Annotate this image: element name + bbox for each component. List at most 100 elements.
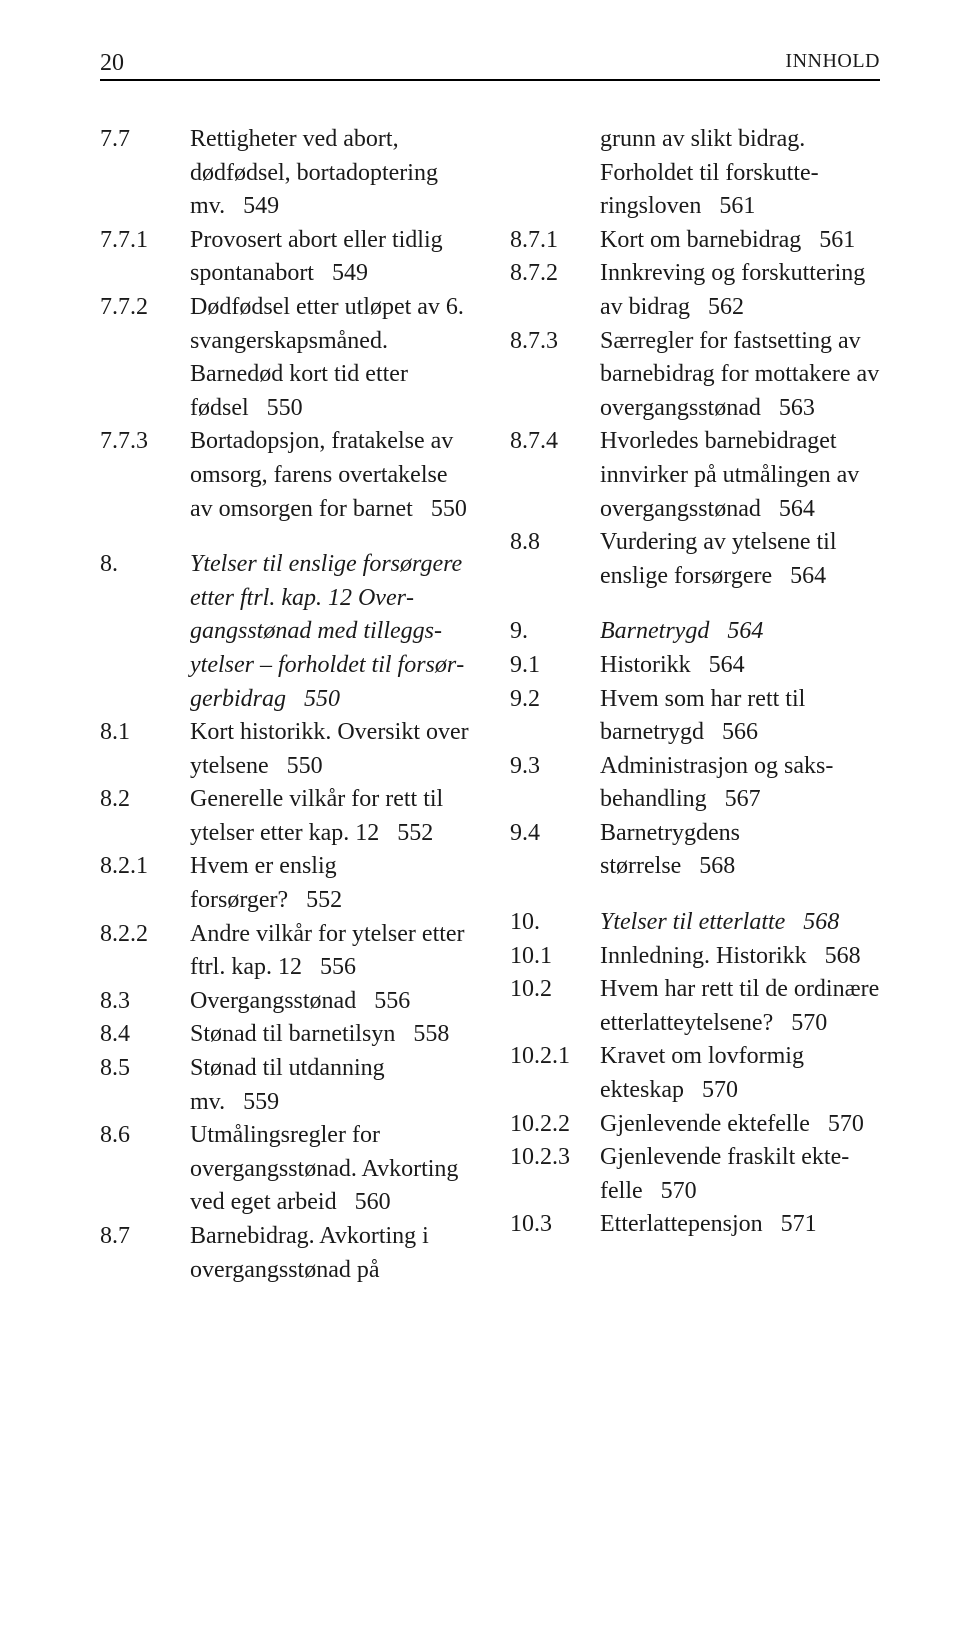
toc-entry: 10.2.2Gjenlevende ektefelle 570	[510, 1108, 880, 1142]
entry-text: Administrasjon og saks­behandling 567	[600, 750, 880, 817]
toc-entry: 7.7.2Dødfødsel etter utløpet av 6. svang…	[100, 291, 470, 425]
toc-entry: 8.7.4Hvorledes barne­bidraget innvirker …	[510, 425, 880, 526]
toc-entry: 8.2Generelle vilkår for rett til ytelser…	[100, 783, 470, 850]
entry-number: 8.2	[100, 783, 190, 817]
entry-number: 9.2	[510, 683, 600, 717]
toc-entry: 8.7.3Særregler for fastsetting av barneb…	[510, 325, 880, 426]
entry-text: Kort historikk. Oversikt over ytelsene 5…	[190, 716, 470, 783]
entry-number: 10.2.2	[510, 1108, 600, 1142]
page-number: 20	[100, 50, 124, 77]
toc-entry: 9.3Administrasjon og saks­behandling 567	[510, 750, 880, 817]
entry-text: Vurdering av ytelsene til enslige forsør…	[600, 526, 880, 593]
entry-text: Ytelser til enslige forsørgere etter ftr…	[190, 548, 470, 716]
right-column: grunn av slikt bidrag. Forholdet til for…	[510, 123, 880, 1287]
entry-text: Dødfødsel etter utløpet av 6. svangerska…	[190, 291, 470, 425]
entry-number: 8.6	[100, 1119, 190, 1153]
entry-text: Hvem er enslig forsørger? 552	[190, 850, 470, 917]
entry-number: 10.	[510, 906, 600, 940]
toc-entry: 8.5Stønad til utdanning mv. 559	[100, 1052, 470, 1119]
toc-entry: 9.2Hvem som har rett til barnetrygd 566	[510, 683, 880, 750]
entry-number: 7.7.1	[100, 224, 190, 258]
entry-text: Rettigheter ved abort, dødfødsel, bortad…	[190, 123, 470, 224]
entry-text: Historikk 564	[600, 649, 880, 683]
entry-number: 10.2	[510, 973, 600, 1007]
entry-number: 10.1	[510, 940, 600, 974]
entry-text: Barnetrygd 564	[600, 615, 880, 649]
entry-number: 9.3	[510, 750, 600, 784]
entry-text: Stønad til barne­tilsyn 558	[190, 1018, 470, 1052]
entry-number: 8.	[100, 548, 190, 582]
entry-number: 9.4	[510, 817, 600, 851]
toc-entry: 8.1Kort historikk. Oversikt over ytelsen…	[100, 716, 470, 783]
entry-text: Barnebidrag. Avkorting i overgangsstønad…	[190, 1220, 470, 1287]
section-gap	[100, 526, 470, 548]
entry-text: Generelle vilkår for rett til ytelser et…	[190, 783, 470, 850]
entry-text: Andre vilkår for ytelser etter ftrl. kap…	[190, 918, 470, 985]
entry-number: 9.	[510, 615, 600, 649]
entry-number: 10.3	[510, 1208, 600, 1242]
entry-number: 8.7	[100, 1220, 190, 1254]
entry-number: 7.7.3	[100, 425, 190, 459]
entry-text: Hvem har rett til de ordinære etterlatte…	[600, 973, 880, 1040]
entry-number: 8.1	[100, 716, 190, 750]
entry-text: Overgangsstønad 556	[190, 985, 470, 1019]
entry-text: Ytelser til etterlatte 568	[600, 906, 880, 940]
toc-entry: 8.7.2Innkreving og forskutte­ring av bid…	[510, 257, 880, 324]
entry-number: 10.2.3	[510, 1141, 600, 1175]
toc-entry: 7.7Rettigheter ved abort, dødfødsel, bor…	[100, 123, 470, 224]
entry-number: 7.7.2	[100, 291, 190, 325]
left-column: 7.7Rettigheter ved abort, dødfødsel, bor…	[100, 123, 470, 1287]
entry-text: Kravet om lovformig ekteskap 570	[600, 1040, 880, 1107]
toc-entry: 8.6Utmålingsregler for overgangsstønad. …	[100, 1119, 470, 1220]
toc-entry: 8.3Overgangsstønad 556	[100, 985, 470, 1019]
toc-entry: 8.Ytelser til enslige forsørgere etter f…	[100, 548, 470, 716]
entry-text: Gjenlevende ektefelle 570	[600, 1108, 880, 1142]
toc-entry: 8.2.1Hvem er enslig forsørger? 552	[100, 850, 470, 917]
toc-entry: 7.7.1Provosert abort eller tidlig sponta…	[100, 224, 470, 291]
entry-number: 8.7.3	[510, 325, 600, 359]
entry-number: 8.3	[100, 985, 190, 1019]
section-gap	[510, 593, 880, 615]
entry-text: Hvem som har rett til barnetrygd 566	[600, 683, 880, 750]
toc-entry: 8.7.1Kort om barne­bidrag 561	[510, 224, 880, 258]
toc-entry: 9.4Barnetrygdens størrelse 568	[510, 817, 880, 884]
section-gap	[510, 884, 880, 906]
content-columns: 7.7Rettigheter ved abort, dødfødsel, bor…	[100, 123, 880, 1287]
entry-text: grunn av slikt bidrag. Forholdet til for…	[600, 123, 880, 224]
entry-number: 8.2.1	[100, 850, 190, 884]
entry-text: Provosert abort eller tidlig spontan­abo…	[190, 224, 470, 291]
entry-text: Innkreving og forskutte­ring av bidrag 5…	[600, 257, 880, 324]
entry-text: Gjenlevende fraskilt ekte­felle 570	[600, 1141, 880, 1208]
entry-text: Utmålingsregler for overgangsstønad. Avk…	[190, 1119, 470, 1220]
toc-entry: 7.7.3Bortadopsjon, fratakelse av omsorg,…	[100, 425, 470, 526]
entry-number: 8.7.4	[510, 425, 600, 459]
toc-entry: 10.2.3Gjenlevende fraskilt ekte­felle 57…	[510, 1141, 880, 1208]
toc-entry: 10.2Hvem har rett til de ordinære etterl…	[510, 973, 880, 1040]
entry-text: Etterlattepensjon 571	[600, 1208, 880, 1242]
entry-number: 10.2.1	[510, 1040, 600, 1074]
entry-number: 7.7	[100, 123, 190, 157]
toc-entry: 8.4Stønad til barne­tilsyn 558	[100, 1018, 470, 1052]
toc-entry: 8.8Vurdering av ytelsene til enslige for…	[510, 526, 880, 593]
entry-number: 8.8	[510, 526, 600, 560]
toc-entry: 10.Ytelser til etterlatte 568	[510, 906, 880, 940]
entry-text: Innledning. Historikk 568	[600, 940, 880, 974]
entry-text: Stønad til utdanning mv. 559	[190, 1052, 470, 1119]
entry-number: 8.2.2	[100, 918, 190, 952]
entry-number: 8.5	[100, 1052, 190, 1086]
entry-number: 8.7.1	[510, 224, 600, 258]
toc-entry: 10.1Innledning. Historikk 568	[510, 940, 880, 974]
entry-number: 9.1	[510, 649, 600, 683]
toc-entry: 10.2.1Kravet om lovformig ekteskap 570	[510, 1040, 880, 1107]
toc-entry: 9.Barnetrygd 564	[510, 615, 880, 649]
section-label: INNHOLD	[785, 50, 880, 77]
page-header: 20 INNHOLD	[100, 50, 880, 81]
entry-text: Kort om barne­bidrag 561	[600, 224, 880, 258]
toc-entry: 8.2.2Andre vilkår for ytelser etter ftrl…	[100, 918, 470, 985]
toc-entry: grunn av slikt bidrag. Forholdet til for…	[510, 123, 880, 224]
entry-text: Hvorledes barne­bidraget innvirker på ut…	[600, 425, 880, 526]
toc-entry: 8.7Barnebidrag. Avkorting i overgangsstø…	[100, 1220, 470, 1287]
entry-text: Bortadopsjon, fratakelse av omsorg, fare…	[190, 425, 470, 526]
toc-entry: 10.3Etterlattepensjon 571	[510, 1208, 880, 1242]
entry-number: 8.4	[100, 1018, 190, 1052]
